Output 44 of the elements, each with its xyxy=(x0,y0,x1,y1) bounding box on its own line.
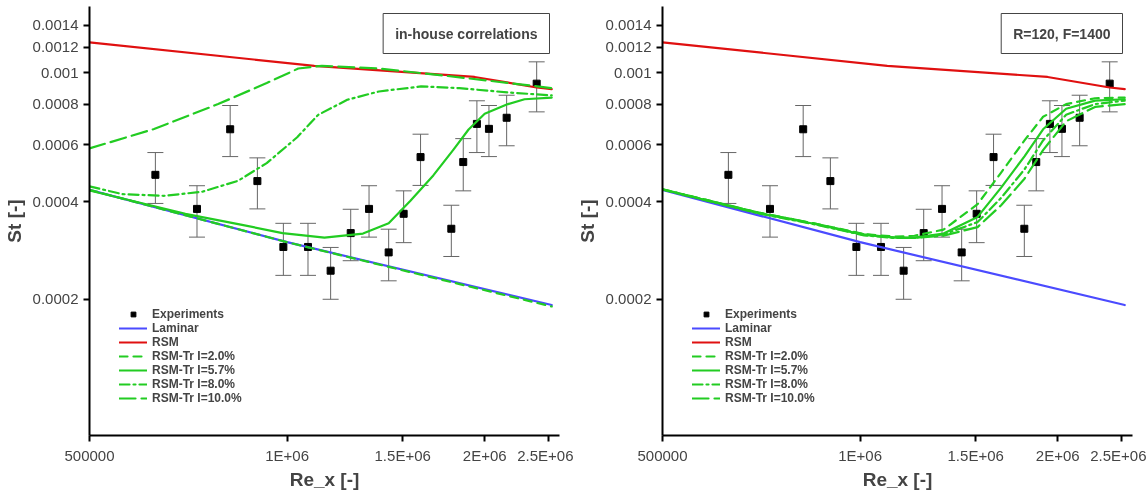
x-axis-title: Re_x [-] xyxy=(862,468,933,490)
x-tick-label: 1.5E+06 xyxy=(947,446,1004,464)
y-tick-label: 0.0014 xyxy=(32,16,79,34)
legend-label: RSM xyxy=(725,335,752,349)
x-tick-label: 2.5E+06 xyxy=(517,446,574,464)
y-axis-title: St [-] xyxy=(3,199,25,243)
y-tick-label: 0.0012 xyxy=(605,38,652,55)
y-tick-label: 0.0014 xyxy=(605,16,652,34)
x-tick-label: 2E+06 xyxy=(1035,446,1080,464)
y-axis-title: St [-] xyxy=(576,199,598,243)
y-tick-label: 0.0006 xyxy=(605,135,652,153)
x-tick-label: 2E+06 xyxy=(462,446,507,464)
annotation: in-house correlations xyxy=(395,25,538,42)
x-tick-label: 500000 xyxy=(64,446,115,464)
legend-label: RSM xyxy=(152,335,179,349)
legend-label: RSM-Tr I=10.0% xyxy=(152,391,242,405)
legend-label: Laminar xyxy=(152,321,199,335)
y-tick-label: 0.001 xyxy=(40,63,79,81)
y-tick-label: 0.0006 xyxy=(32,135,79,153)
legend-label: RSM-Tr I=5.7% xyxy=(152,363,236,377)
y-tick-label: 0.0004 xyxy=(32,192,79,210)
legend-label: RSM-Tr I=5.7% xyxy=(725,363,809,377)
y-tick-label: 0.001 xyxy=(613,63,652,81)
legend-label: Experiments xyxy=(152,307,225,321)
x-tick-label: 1.5E+06 xyxy=(374,446,431,464)
y-tick-label: 0.0002 xyxy=(32,290,79,308)
x-tick-label: 1E+06 xyxy=(838,446,882,464)
x-tick-label: 1E+06 xyxy=(265,446,309,464)
y-tick-label: 0.0002 xyxy=(605,290,652,308)
y-tick-label: 0.0008 xyxy=(605,95,652,113)
legend-label: RSM-Tr I=2.0% xyxy=(725,349,809,363)
y-tick-label: 0.0012 xyxy=(32,38,79,55)
x-tick-label: 2.5E+06 xyxy=(1090,446,1147,464)
annotation: R=120, F=1400 xyxy=(1013,25,1111,42)
legend-label: RSM-Tr I=8.0% xyxy=(152,377,236,391)
y-tick-label: 0.0008 xyxy=(32,95,79,113)
legend-label: RSM-Tr I=8.0% xyxy=(725,377,809,391)
y-tick-label: 0.0004 xyxy=(605,192,652,210)
legend-label: RSM-Tr I=10.0% xyxy=(725,391,815,405)
legend-label: RSM-Tr I=2.0% xyxy=(152,349,236,363)
x-axis-title: Re_x [-] xyxy=(289,468,360,490)
x-tick-label: 500000 xyxy=(637,446,688,464)
legend-label: Experiments xyxy=(725,307,798,321)
legend-label: Laminar xyxy=(725,321,772,335)
